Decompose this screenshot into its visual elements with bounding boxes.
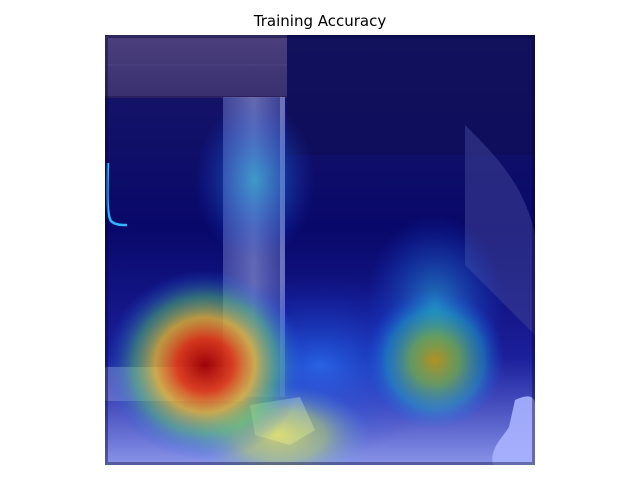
heatmap-overlay-image — [105, 35, 535, 465]
figure-title: Training Accuracy — [253, 12, 387, 30]
heatmap-image-panel — [105, 35, 535, 465]
